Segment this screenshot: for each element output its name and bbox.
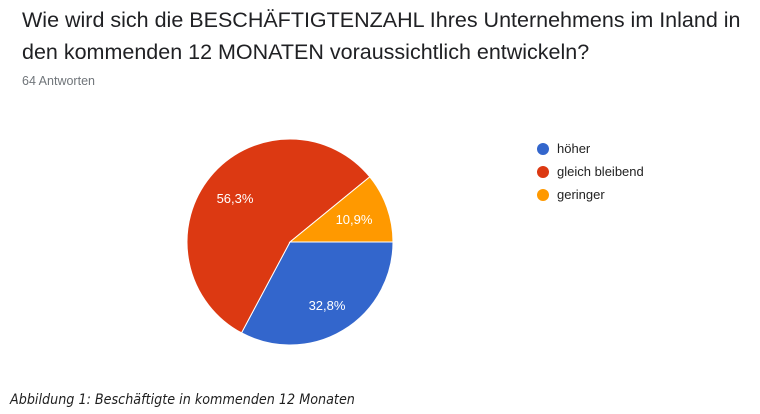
legend-item-geringer[interactable]: geringer	[537, 183, 644, 206]
legend-dot-icon	[537, 142, 549, 155]
legend-item-hoeher[interactable]: höher	[537, 137, 644, 160]
legend-item-gleich-bleibend[interactable]: gleich bleibend	[537, 160, 644, 183]
figure-caption: Abbildung 1: Beschäftigte in kommenden 1…	[10, 392, 355, 408]
pie-slice-hoeher[interactable]	[240, 241, 394, 346]
slice-label-hoeher: 32,8%	[309, 298, 346, 313]
pie-slice-geringer[interactable]	[288, 176, 394, 243]
legend-label: gleich bleibend	[557, 164, 644, 179]
pie-slice-gleich-bleibend[interactable]	[186, 138, 371, 334]
response-count: 64 Antworten	[22, 74, 95, 88]
slice-label-geringer: 10,9%	[336, 212, 373, 227]
legend-dot-icon	[537, 165, 549, 178]
slice-label-gleich: 56,3%	[217, 191, 254, 206]
legend-label: höher	[557, 141, 591, 156]
legend-label: geringer	[557, 187, 605, 202]
question-title: Wie wird sich die BESCHÄFTIGTENZAHL Ihre…	[22, 8, 741, 64]
chart-legend: höher gleich bleibend geringer	[537, 137, 644, 206]
legend-dot-icon	[537, 188, 549, 201]
